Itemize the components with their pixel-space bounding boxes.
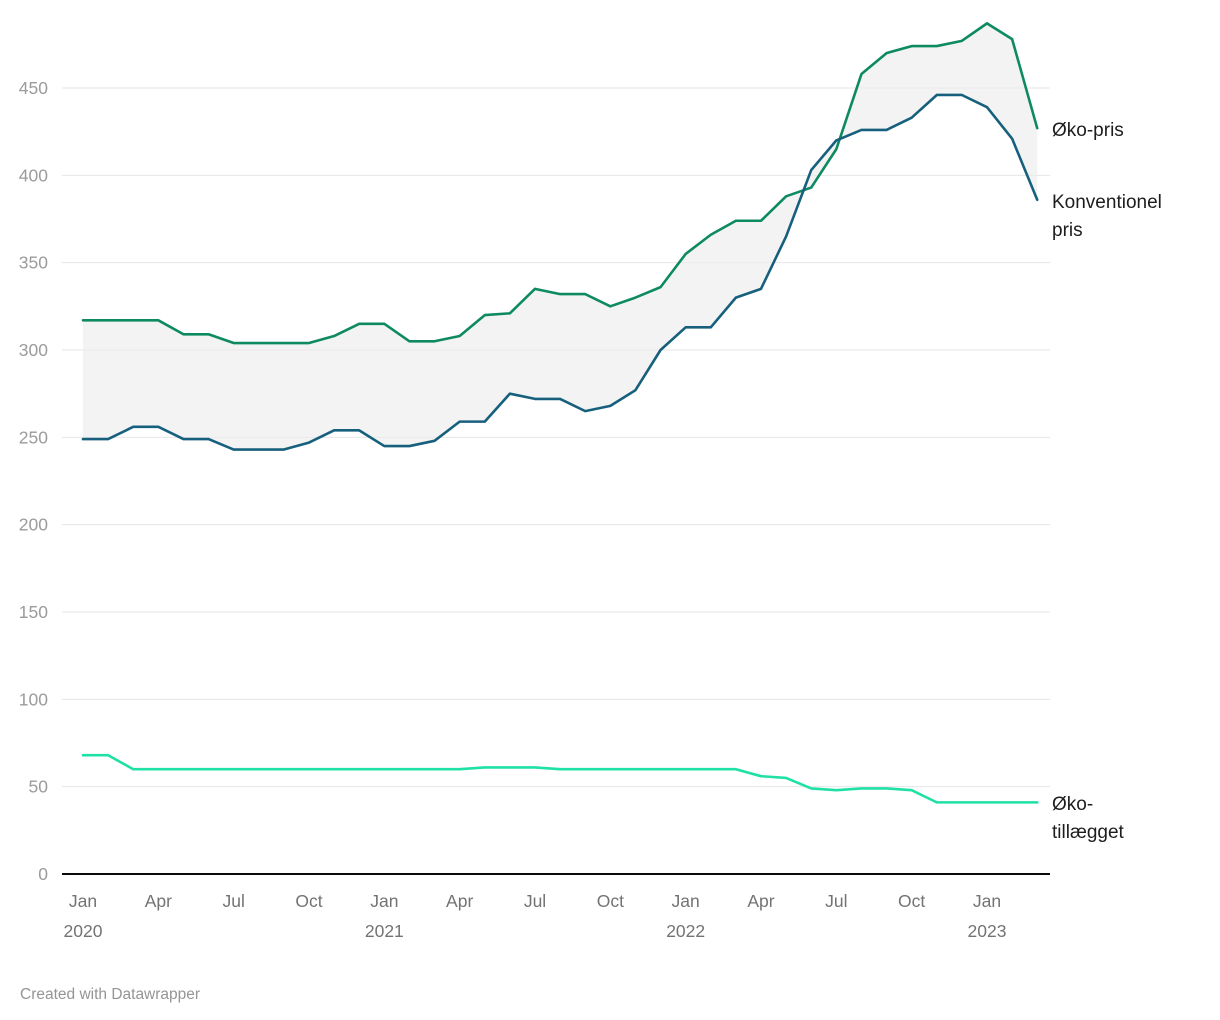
svg-text:100: 100 <box>19 689 48 709</box>
svg-text:2020: 2020 <box>64 921 103 941</box>
svg-text:Apr: Apr <box>446 891 473 911</box>
svg-text:Jan: Jan <box>69 891 97 911</box>
svg-text:400: 400 <box>19 165 48 185</box>
series-label-konventionel-pris: Konventionel pris <box>1052 192 1162 241</box>
svg-text:150: 150 <box>19 602 48 622</box>
series-label-oko-tillaegget: Øko-tillægget <box>1052 794 1124 843</box>
svg-text:0: 0 <box>38 864 48 884</box>
svg-text:Jan: Jan <box>370 891 398 911</box>
svg-text:50: 50 <box>29 777 49 797</box>
svg-text:Oct: Oct <box>597 891 624 911</box>
svg-text:Jul: Jul <box>222 891 244 911</box>
svg-text:Jan: Jan <box>973 891 1001 911</box>
svg-text:300: 300 <box>19 340 48 360</box>
svg-text:250: 250 <box>19 427 48 447</box>
series-label-oko-pris: Øko-pris <box>1052 120 1124 141</box>
svg-text:Jan: Jan <box>672 891 700 911</box>
svg-text:Oct: Oct <box>295 891 322 911</box>
datawrapper-credit: Created with Datawrapper <box>20 986 201 1003</box>
svg-text:Oct: Oct <box>898 891 925 911</box>
svg-text:2023: 2023 <box>968 921 1007 941</box>
svg-text:450: 450 <box>19 78 48 98</box>
svg-text:Apr: Apr <box>145 891 172 911</box>
svg-text:200: 200 <box>19 515 48 535</box>
svg-text:Apr: Apr <box>747 891 774 911</box>
svg-text:2021: 2021 <box>365 921 404 941</box>
svg-text:2022: 2022 <box>666 921 705 941</box>
svg-text:Jul: Jul <box>825 891 847 911</box>
svg-text:350: 350 <box>19 253 48 273</box>
svg-text:Jul: Jul <box>524 891 546 911</box>
